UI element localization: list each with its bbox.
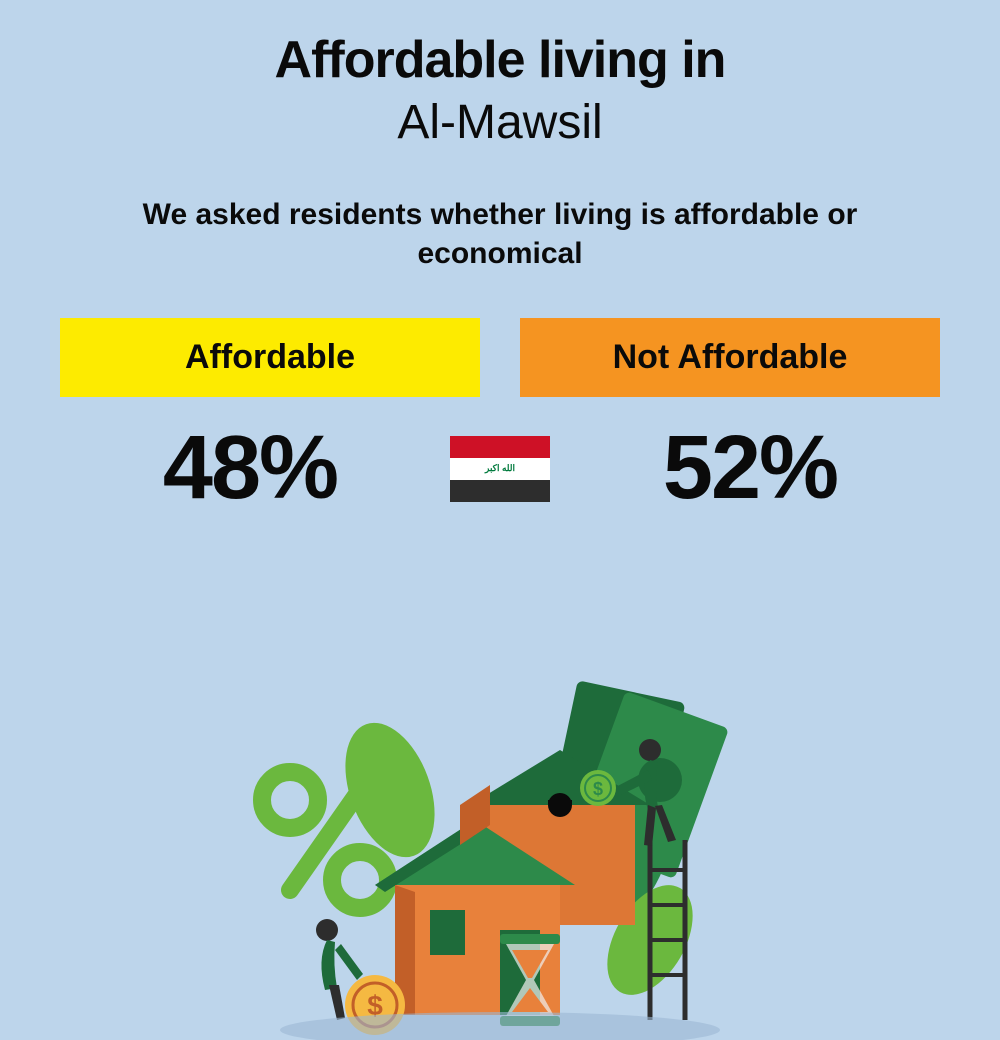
flag-stripe-red (450, 436, 550, 458)
flag-script: الله اكبر (485, 463, 515, 474)
svg-text:$: $ (593, 779, 603, 799)
affordable-percent: 48% (60, 417, 440, 520)
affordable-label: Affordable (60, 318, 480, 397)
not-affordable-label: Not Affordable (520, 318, 940, 397)
not-affordable-percent: 52% (560, 417, 940, 520)
money-house-illustration: $ $ (200, 660, 800, 1040)
flag-stripe-black (450, 480, 550, 502)
subtitle: We asked residents whether living is aff… (60, 195, 940, 273)
iraq-flag-icon: الله اكبر (450, 436, 550, 502)
percent-row: 48% الله اكبر 52% (60, 417, 940, 520)
labels-row: Affordable Not Affordable (60, 318, 940, 397)
title-location: Al-Mawsil (60, 95, 940, 150)
infographic-container: Affordable living in Al-Mawsil We asked … (0, 0, 1000, 550)
title-bold: Affordable living in (60, 30, 940, 90)
ground-shadow (280, 1012, 720, 1040)
flag-stripe-white: الله اكبر (450, 458, 550, 480)
